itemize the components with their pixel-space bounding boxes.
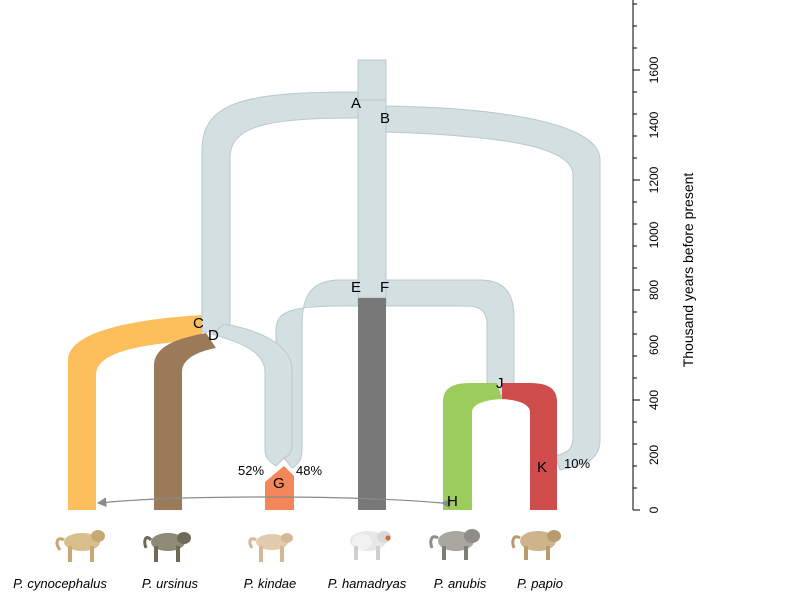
gene-flow-arrow (96, 496, 451, 509)
species-labels: P. cynocephalus P. ursinus P. kindae P. … (13, 576, 563, 591)
species-lineages (68, 298, 557, 510)
node-g-label: G (273, 475, 285, 492)
tick-label-800: 800 (647, 280, 661, 300)
lineage-cynocephalus (68, 315, 202, 510)
time-axis (632, 0, 640, 511)
tick-label-1600: 1600 (647, 56, 661, 83)
node-d-label: D (208, 327, 219, 344)
admixture-papio-pct: 10% (564, 456, 590, 471)
node-k-label: K (537, 459, 547, 476)
species-label-hamadryas: P. hamadryas (328, 576, 407, 591)
admixture-left-pct: 52% (238, 463, 264, 478)
species-label-ursinus: P. ursinus (142, 576, 199, 591)
axis-title: Thousand years before present (680, 173, 696, 368)
node-h-label: H (447, 493, 458, 510)
anubis-baboon-image (429, 529, 480, 560)
tick-label-200: 200 (647, 445, 661, 465)
tick-label-0: 0 (647, 506, 661, 513)
branch-d-to-g (210, 323, 293, 467)
species-label-cynocephalus: P. cynocephalus (13, 576, 107, 591)
species-label-kindae: P. kindae (244, 576, 297, 591)
root-stem (357, 59, 387, 101)
lineage-anubis (443, 383, 502, 510)
node-e-label: E (351, 279, 361, 296)
tick-label-1400: 1400 (647, 111, 661, 138)
baboon-illustrations (55, 529, 561, 562)
node-labels: A B C D E F G H J K (193, 95, 547, 510)
cynocephalus-baboon-image (55, 530, 105, 562)
node-f-label: F (380, 279, 389, 296)
node-b-label: B (380, 110, 390, 127)
tick-label-400: 400 (647, 390, 661, 410)
admixture-right-pct: 48% (296, 463, 322, 478)
node-c-label: C (193, 315, 204, 332)
tick-label-600: 600 (647, 335, 661, 355)
lineage-hamadryas (358, 298, 386, 510)
axis-tick-labels: 0 200 400 600 800 1000 1200 1400 1600 (647, 56, 661, 513)
ancestral-branches (201, 59, 601, 471)
tick-label-1000: 1000 (647, 221, 661, 248)
lineage-papio (502, 383, 557, 510)
lineage-ursinus (154, 333, 216, 510)
papio-baboon-image (511, 530, 561, 560)
stem-a-to-e (357, 99, 387, 299)
kindae-baboon-image (248, 533, 293, 562)
branch-b-to-k (385, 105, 601, 471)
node-j-label: J (496, 375, 504, 392)
ursinus-baboon-image (143, 532, 191, 562)
tick-label-1200: 1200 (647, 166, 661, 193)
species-label-anubis: P. anubis (434, 576, 487, 591)
branch-f-to-j (385, 279, 515, 399)
hamadryas-baboon-image (350, 531, 391, 560)
species-label-papio: P. papio (517, 576, 563, 591)
node-a-label: A (351, 95, 361, 112)
